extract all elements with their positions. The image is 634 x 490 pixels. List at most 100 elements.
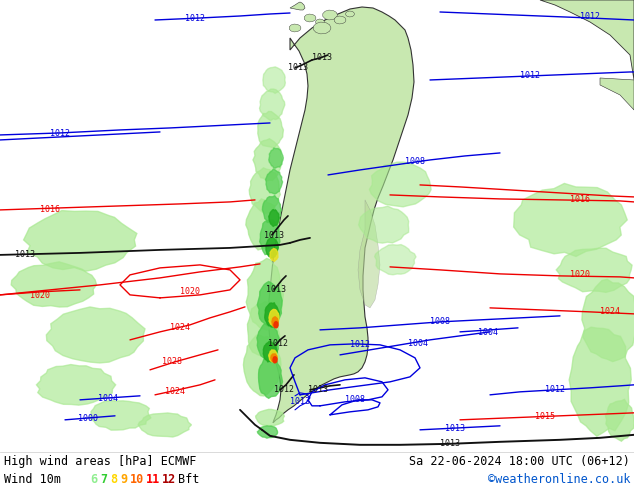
Polygon shape	[273, 357, 277, 363]
Text: 1016: 1016	[40, 205, 60, 215]
Text: 1013: 1013	[308, 385, 328, 394]
Polygon shape	[36, 365, 115, 405]
Text: 1024: 1024	[165, 387, 185, 396]
Text: 1012: 1012	[185, 15, 205, 24]
Text: 1008: 1008	[345, 395, 365, 404]
Text: 1013: 1013	[288, 64, 308, 73]
Polygon shape	[256, 409, 285, 426]
Polygon shape	[257, 282, 282, 326]
Polygon shape	[358, 200, 380, 308]
Polygon shape	[257, 426, 278, 438]
Polygon shape	[268, 7, 414, 423]
Polygon shape	[514, 183, 627, 256]
Polygon shape	[269, 210, 279, 226]
Polygon shape	[346, 11, 354, 17]
Polygon shape	[263, 67, 285, 93]
Text: 1008: 1008	[430, 318, 450, 326]
Polygon shape	[540, 0, 634, 80]
Text: ©weatheronline.co.uk: ©weatheronline.co.uk	[488, 473, 630, 487]
Polygon shape	[246, 258, 283, 330]
Polygon shape	[46, 307, 145, 363]
Text: 1013: 1013	[15, 250, 35, 259]
Polygon shape	[290, 2, 305, 10]
Polygon shape	[259, 357, 283, 398]
Text: Bft: Bft	[178, 473, 199, 487]
Text: 12: 12	[162, 473, 176, 487]
Polygon shape	[334, 16, 346, 24]
Polygon shape	[258, 111, 283, 148]
Text: 10: 10	[130, 473, 145, 487]
Polygon shape	[269, 148, 283, 168]
Text: 1012: 1012	[520, 72, 540, 80]
Polygon shape	[23, 211, 137, 271]
Polygon shape	[257, 323, 279, 361]
Polygon shape	[304, 14, 316, 22]
Text: 1020: 1020	[30, 292, 50, 300]
Polygon shape	[138, 413, 191, 437]
Text: 1028: 1028	[162, 357, 182, 367]
Polygon shape	[247, 302, 280, 357]
Polygon shape	[246, 199, 279, 250]
Text: 1013: 1013	[266, 285, 286, 294]
Text: 8: 8	[110, 473, 117, 487]
Text: 1004: 1004	[98, 394, 118, 403]
Text: 1012: 1012	[274, 385, 294, 394]
Polygon shape	[359, 206, 409, 243]
Text: Sa 22-06-2024 18:00 UTC (06+12): Sa 22-06-2024 18:00 UTC (06+12)	[409, 455, 630, 468]
Text: 1024: 1024	[600, 307, 620, 317]
Text: 1012: 1012	[50, 129, 70, 139]
Text: 1016: 1016	[570, 196, 590, 204]
Polygon shape	[316, 19, 325, 25]
Polygon shape	[600, 78, 634, 110]
Polygon shape	[569, 327, 631, 436]
Polygon shape	[266, 237, 278, 258]
Text: 9: 9	[120, 473, 127, 487]
Text: 1008: 1008	[405, 157, 425, 167]
Polygon shape	[271, 354, 277, 362]
Polygon shape	[270, 248, 278, 261]
Polygon shape	[259, 89, 285, 121]
Text: 1012: 1012	[268, 340, 288, 348]
Text: 1012: 1012	[350, 341, 370, 349]
Text: 1015: 1015	[535, 412, 555, 421]
Polygon shape	[582, 279, 634, 362]
Text: 1020: 1020	[570, 270, 590, 279]
Text: 1012: 1012	[545, 385, 565, 394]
Polygon shape	[260, 220, 280, 256]
Text: 1013: 1013	[440, 440, 460, 448]
Text: 1020: 1020	[180, 287, 200, 296]
Text: Wind 10m: Wind 10m	[4, 473, 61, 487]
Polygon shape	[269, 309, 279, 326]
Polygon shape	[253, 139, 282, 181]
Text: 1012: 1012	[580, 12, 600, 22]
Polygon shape	[272, 317, 278, 327]
Polygon shape	[263, 342, 277, 362]
Text: 11: 11	[146, 473, 160, 487]
Polygon shape	[370, 162, 431, 207]
Polygon shape	[323, 10, 337, 20]
Text: 1013: 1013	[264, 231, 284, 241]
Polygon shape	[313, 22, 331, 34]
Polygon shape	[265, 303, 280, 327]
Polygon shape	[289, 24, 301, 32]
Polygon shape	[11, 262, 96, 307]
Text: 6: 6	[90, 473, 97, 487]
Polygon shape	[269, 350, 277, 362]
Polygon shape	[274, 322, 278, 328]
Polygon shape	[243, 335, 281, 396]
Text: 7: 7	[100, 473, 107, 487]
Polygon shape	[89, 401, 151, 430]
Polygon shape	[266, 169, 283, 194]
Text: 1013: 1013	[445, 424, 465, 433]
Text: 1000: 1000	[78, 415, 98, 423]
Text: 1004: 1004	[408, 340, 428, 348]
Polygon shape	[249, 168, 280, 213]
Text: 1013: 1013	[290, 397, 310, 406]
Text: High wind areas [hPa] ECMWF: High wind areas [hPa] ECMWF	[4, 455, 197, 468]
Text: 1004: 1004	[478, 328, 498, 338]
Polygon shape	[262, 196, 281, 224]
Text: 1013: 1013	[312, 53, 332, 63]
Polygon shape	[375, 245, 416, 275]
Text: 1024: 1024	[170, 323, 190, 332]
Polygon shape	[605, 399, 634, 441]
